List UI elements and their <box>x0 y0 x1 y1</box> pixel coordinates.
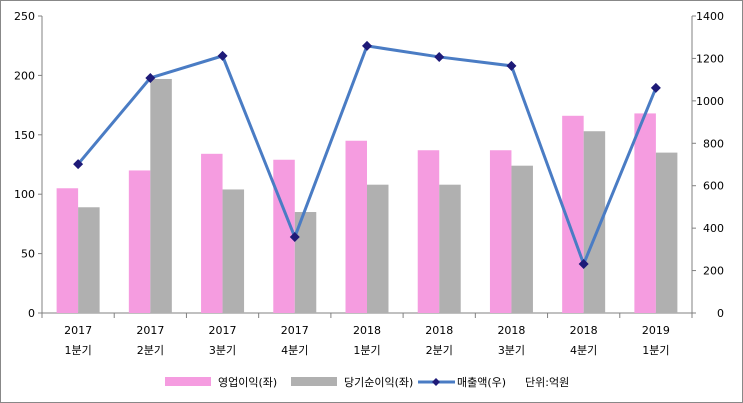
bar-operating-profit <box>345 140 367 313</box>
left-tick-label: 50 <box>21 248 35 261</box>
x-tick-label-year: 2018 <box>425 324 453 337</box>
revenue-marker <box>289 232 300 243</box>
revenue-marker <box>362 40 372 51</box>
revenue-marker <box>506 60 517 71</box>
left-tick-label: 200 <box>14 69 35 82</box>
bar-net-income <box>367 184 389 313</box>
x-tick-label-year: 2018 <box>353 324 381 337</box>
left-tick-label: 150 <box>14 129 35 142</box>
x-tick-label-year: 2017 <box>64 324 92 337</box>
x-tick-label-year: 2017 <box>209 324 237 337</box>
x-tick-label-year: 2018 <box>497 324 525 337</box>
legend-label-net-income: 당기순이익(좌) <box>344 376 413 389</box>
right-tick-label: 1200 <box>696 52 724 65</box>
left-tick-label: 100 <box>14 188 35 201</box>
left-tick-label: 0 <box>28 307 35 320</box>
revenue-marker <box>434 51 445 62</box>
legend-marker-revenue <box>432 378 440 386</box>
x-tick-label-quarter: 3분기 <box>498 344 525 357</box>
bar-operating-profit <box>489 150 512 313</box>
bar-operating-profit <box>634 113 656 313</box>
right-tick-label: 200 <box>703 265 724 278</box>
bar-operating-profit <box>201 153 223 313</box>
x-tick-label-year: 2017 <box>281 324 309 337</box>
x-tick-label-year: 2017 <box>136 324 164 337</box>
legend-swatch-operating-profit <box>165 377 211 386</box>
unit-note: 단위:억원 <box>525 376 569 389</box>
x-tick-label-quarter: 4분기 <box>570 344 597 357</box>
legend-swatch-net-income <box>291 377 337 386</box>
bar-net-income <box>294 212 317 313</box>
right-tick-label: 0 <box>717 307 724 320</box>
left-tick-label: 250 <box>14 10 35 23</box>
bar-net-income <box>583 131 606 313</box>
bar-operating-profit <box>56 188 79 313</box>
legend-label-operating-profit: 영업이익(좌) <box>218 376 277 389</box>
right-tick-label: 600 <box>703 180 724 193</box>
x-tick-label-year: 2019 <box>642 324 670 337</box>
right-tick-label: 1000 <box>696 95 724 108</box>
bar-net-income <box>655 152 678 313</box>
revenue-marker <box>145 72 156 83</box>
x-tick-label-quarter: 3분기 <box>209 344 236 357</box>
right-tick-label: 1400 <box>696 10 724 23</box>
revenue-marker <box>217 50 228 61</box>
x-tick-label-year: 2018 <box>570 324 598 337</box>
right-tick-label: 800 <box>703 137 724 150</box>
revenue-marker <box>578 258 589 269</box>
x-tick-label-quarter: 2분기 <box>137 344 164 357</box>
bar-net-income <box>150 78 172 314</box>
bar-net-income <box>511 165 533 313</box>
x-tick-label-quarter: 1분기 <box>642 344 669 357</box>
x-tick-label-quarter: 1분기 <box>353 344 380 357</box>
bar-net-income <box>439 184 461 313</box>
x-tick-label-quarter: 1분기 <box>64 344 91 357</box>
bar-operating-profit <box>562 115 584 314</box>
revenue-marker <box>73 159 84 170</box>
bar-operating-profit <box>128 170 151 313</box>
right-tick-label: 400 <box>703 222 724 235</box>
x-tick-label-quarter: 4분기 <box>281 344 308 357</box>
bar-operating-profit <box>417 150 440 313</box>
legend-label-revenue: 매출액(우) <box>457 376 506 389</box>
x-tick-label-quarter: 2분기 <box>426 344 453 357</box>
bar-net-income <box>222 189 245 313</box>
bar-net-income <box>78 207 100 313</box>
revenue-marker <box>650 82 661 93</box>
